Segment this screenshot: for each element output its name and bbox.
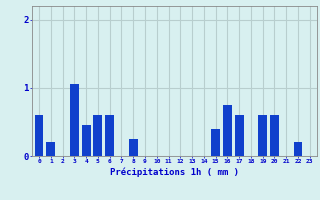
Bar <box>235 115 244 156</box>
X-axis label: Précipitations 1h ( mm ): Précipitations 1h ( mm ) <box>110 167 239 177</box>
Bar <box>35 115 44 156</box>
Bar <box>129 139 138 156</box>
Bar <box>70 84 79 156</box>
Bar <box>258 115 267 156</box>
Bar <box>46 142 55 156</box>
Bar <box>105 115 114 156</box>
Bar <box>270 115 279 156</box>
Bar <box>293 142 302 156</box>
Bar <box>223 105 232 156</box>
Bar <box>82 125 91 156</box>
Bar <box>211 129 220 156</box>
Bar <box>93 115 102 156</box>
